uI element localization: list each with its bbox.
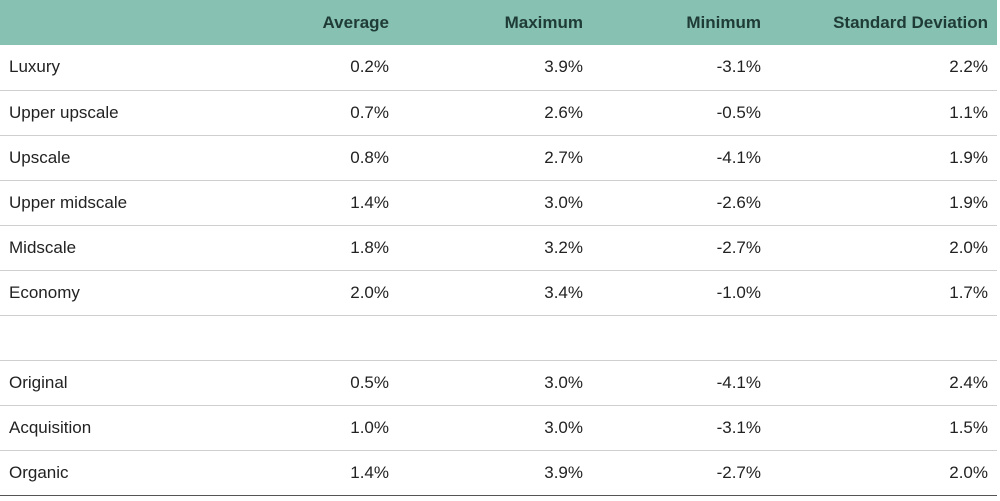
row-label: Upper upscale bbox=[0, 90, 225, 136]
cell-standard-deviation: 2.4% bbox=[770, 360, 997, 406]
cell-minimum: -3.1% bbox=[592, 45, 770, 91]
cell-minimum: -4.1% bbox=[592, 135, 770, 181]
table-row: Upper upscale 0.7% 2.6% -0.5% 1.1% bbox=[0, 90, 997, 136]
cell-standard-deviation: 1.1% bbox=[770, 90, 997, 136]
cell-average: 1.8% bbox=[225, 225, 398, 271]
table-row: Original 0.5% 3.0% -4.1% 2.4% bbox=[0, 360, 997, 406]
header-average: Average bbox=[322, 12, 389, 32]
row-label: Acquisition bbox=[0, 405, 225, 451]
cell-minimum bbox=[592, 315, 770, 361]
cell-maximum: 3.0% bbox=[398, 180, 592, 226]
header-minimum: Minimum bbox=[686, 12, 761, 32]
table-header: Average Maximum Minimum Standard Deviati… bbox=[0, 0, 997, 45]
table-row: Upper midscale 1.4% 3.0% -2.6% 1.9% bbox=[0, 180, 997, 226]
cell-maximum: 3.0% bbox=[398, 360, 592, 406]
cell-minimum: -3.1% bbox=[592, 405, 770, 451]
table-row: Organic 1.4% 3.9% -2.7% 2.0% bbox=[0, 450, 997, 496]
cell-maximum: 3.0% bbox=[398, 405, 592, 451]
cell-average: 0.7% bbox=[225, 90, 398, 136]
cell-maximum: 2.7% bbox=[398, 135, 592, 181]
row-label: Luxury bbox=[0, 45, 225, 91]
header-standard-deviation: Standard Deviation bbox=[833, 12, 988, 32]
cell-standard-deviation: 2.0% bbox=[770, 450, 997, 496]
cell-maximum: 2.6% bbox=[398, 90, 592, 136]
row-label: Original bbox=[0, 360, 225, 406]
header-label-column bbox=[0, 0, 225, 45]
row-label: Economy bbox=[0, 270, 225, 316]
cell-average bbox=[225, 315, 398, 361]
cell-maximum: 3.4% bbox=[398, 270, 592, 316]
cell-standard-deviation bbox=[770, 315, 997, 361]
cell-standard-deviation: 2.0% bbox=[770, 225, 997, 271]
cell-minimum: -4.1% bbox=[592, 360, 770, 406]
row-label: Midscale bbox=[0, 225, 225, 271]
cell-minimum: -0.5% bbox=[592, 90, 770, 136]
row-label: Upper midscale bbox=[0, 180, 225, 226]
cell-standard-deviation: 1.9% bbox=[770, 180, 997, 226]
row-label: Organic bbox=[0, 450, 225, 496]
cell-minimum: -2.7% bbox=[592, 225, 770, 271]
cell-standard-deviation: 1.9% bbox=[770, 135, 997, 181]
spacer-row bbox=[0, 315, 997, 361]
cell-average: 1.0% bbox=[225, 405, 398, 451]
row-label bbox=[0, 315, 225, 361]
header-maximum: Maximum bbox=[504, 12, 583, 32]
table-row: Luxury 0.2% 3.9% -3.1% 2.2% bbox=[0, 45, 997, 91]
cell-standard-deviation: 2.2% bbox=[770, 45, 997, 91]
cell-average: 1.4% bbox=[225, 450, 398, 496]
cell-maximum bbox=[398, 315, 592, 361]
cell-standard-deviation: 1.5% bbox=[770, 405, 997, 451]
cell-maximum: 3.9% bbox=[398, 45, 592, 91]
cell-average: 0.8% bbox=[225, 135, 398, 181]
table-row: Midscale 1.8% 3.2% -2.7% 2.0% bbox=[0, 225, 997, 271]
cell-minimum: -1.0% bbox=[592, 270, 770, 316]
header-row: Average Maximum Minimum Standard Deviati… bbox=[0, 0, 997, 45]
table-row: Upscale 0.8% 2.7% -4.1% 1.9% bbox=[0, 135, 997, 181]
cell-maximum: 3.2% bbox=[398, 225, 592, 271]
cell-minimum: -2.7% bbox=[592, 450, 770, 496]
cell-average: 2.0% bbox=[225, 270, 398, 316]
cell-maximum: 3.9% bbox=[398, 450, 592, 496]
cell-average: 0.2% bbox=[225, 45, 398, 91]
table-row: Economy 2.0% 3.4% -1.0% 1.7% bbox=[0, 270, 997, 316]
table-row: Acquisition 1.0% 3.0% -3.1% 1.5% bbox=[0, 405, 997, 451]
cell-average: 0.5% bbox=[225, 360, 398, 406]
cell-minimum: -2.6% bbox=[592, 180, 770, 226]
cell-standard-deviation: 1.7% bbox=[770, 270, 997, 316]
cell-average: 1.4% bbox=[225, 180, 398, 226]
row-label: Upscale bbox=[0, 135, 225, 181]
table-body: Luxury 0.2% 3.9% -3.1% 2.2% Upper upscal… bbox=[0, 45, 997, 496]
